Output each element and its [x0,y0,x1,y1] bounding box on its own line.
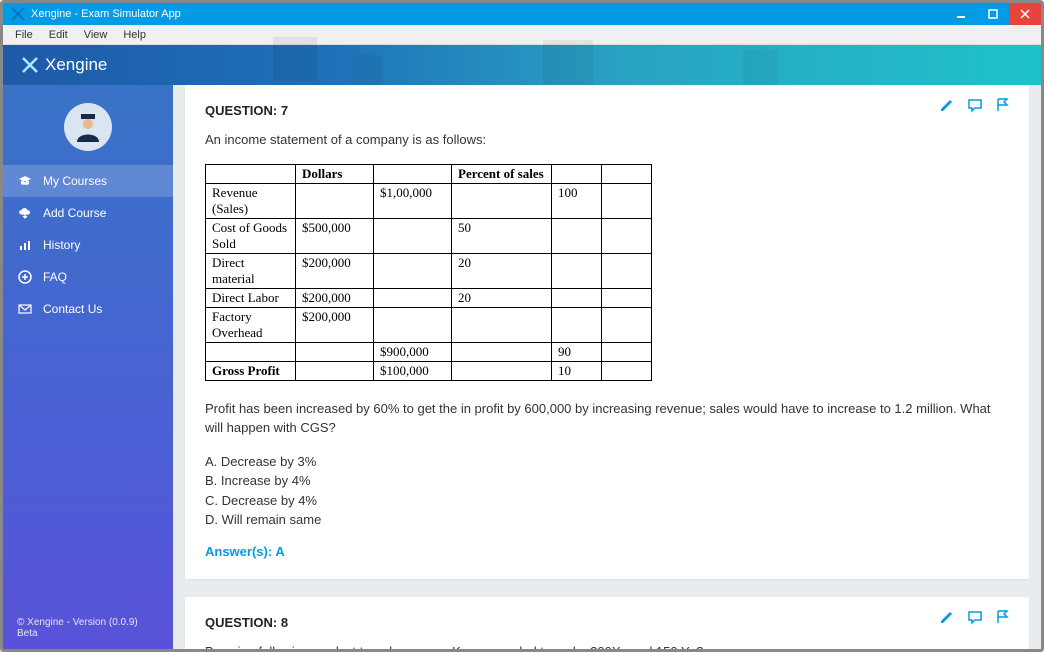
menubar: File Edit View Help [3,25,1041,45]
comment-icon[interactable] [967,97,983,117]
window-minimize-button[interactable] [945,3,977,25]
option-a: A. Decrease by 3% [205,452,1009,472]
main-content: QUESTION: 7 An income statement of a com… [173,85,1041,649]
answer-value: A [275,544,284,559]
flag-icon[interactable] [995,97,1011,117]
question-options: A. Decrease by 3% B. Increase by 4% C. D… [205,452,1009,530]
chart-icon [17,237,33,253]
question-number: QUESTION: 7 [205,85,1009,130]
plus-circle-icon [17,269,33,285]
window-maximize-button[interactable] [977,3,1009,25]
menu-help[interactable]: Help [115,27,154,43]
cloud-download-icon [17,205,33,221]
sidebar-footer: © Xengine - Version (0.0.9) Beta [3,607,173,649]
option-c: C. Decrease by 4% [205,491,1009,511]
graduation-cap-icon [17,173,33,189]
income-statement-table: Dollars Percent of sales Revenue (Sales)… [205,164,652,381]
sidebar-item-label: My Courses [43,174,107,188]
edit-icon[interactable] [939,97,955,117]
question-card: QUESTION: 8 By using following product t… [185,597,1029,650]
window-titlebar: Xengine - Exam Simulator App [3,3,1041,25]
sidebar-item-label: Contact Us [43,302,102,316]
edit-icon[interactable] [939,609,955,629]
sidebar-item-label: History [43,238,80,252]
sidebar-item-add-course[interactable]: Add Course [3,197,173,229]
sidebar-item-contact-us[interactable]: Contact Us [3,293,173,325]
question-prompt: By using following product tree, how man… [205,642,1009,650]
question-prompt: An income statement of a company is as f… [205,130,1009,150]
window-close-button[interactable] [1009,3,1041,25]
question-card: QUESTION: 7 An income statement of a com… [185,85,1029,579]
menu-view[interactable]: View [76,27,116,43]
sidebar-item-label: FAQ [43,270,67,284]
brand-logo-icon [21,56,39,74]
option-b: B. Increase by 4% [205,471,1009,491]
answer-label: Answer(s): [205,544,275,559]
option-d: D. Will remain same [205,510,1009,530]
app-header: Xengine [3,45,1041,85]
question-number: QUESTION: 8 [205,597,1009,642]
sidebar-item-label: Add Course [43,206,106,220]
app-icon [11,6,27,22]
answer-line: Answer(s): A [205,544,1009,559]
window-title: Xengine - Exam Simulator App [31,8,945,20]
menu-file[interactable]: File [7,27,41,43]
envelope-icon [17,301,33,317]
sidebar-item-history[interactable]: History [3,229,173,261]
user-avatar[interactable] [64,103,112,151]
sidebar-item-faq[interactable]: FAQ [3,261,173,293]
sidebar: My Courses Add Course History FAQ Contac… [3,85,173,649]
comment-icon[interactable] [967,609,983,629]
question-after-text: Profit has been increased by 60% to get … [205,399,1009,438]
menu-edit[interactable]: Edit [41,27,76,43]
sidebar-item-my-courses[interactable]: My Courses [3,165,173,197]
flag-icon[interactable] [995,609,1011,629]
brand-name: Xengine [45,55,107,75]
